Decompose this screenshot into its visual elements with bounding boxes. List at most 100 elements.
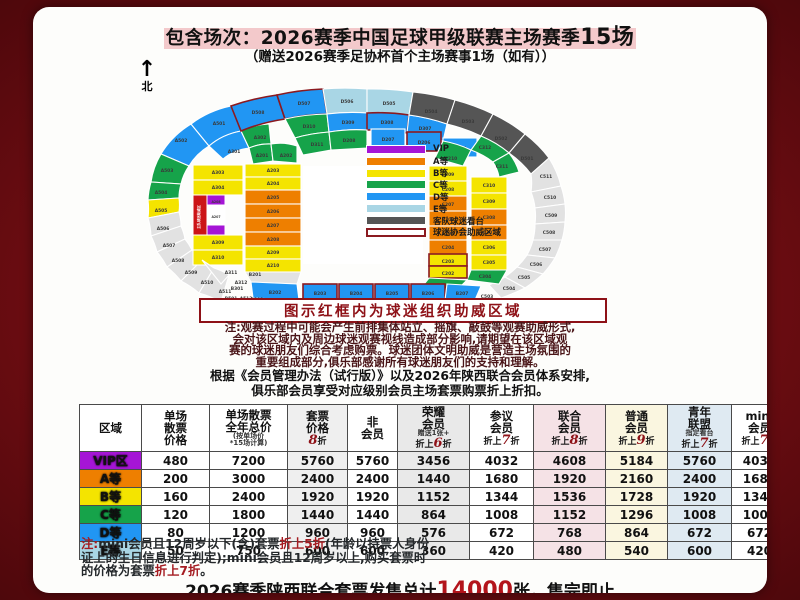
svg-text:B201: B201 [249,272,262,278]
cell-zone: D等 [79,523,142,542]
stadium-map[interactable]: A502 A501 A503 A504 A505 A506 A507 A508 … [41,59,759,302]
cell-package: 1920 [287,487,348,506]
viewing-note-line: 重要组成部分,俱乐部感谢所有球迷朋友们的支持和理解。 [255,354,545,369]
svg-text:C309: C309 [483,199,495,205]
svg-text:A312: A312 [235,280,248,286]
svg-text:D307: D307 [419,126,432,132]
cell-package: 2400 [287,469,348,488]
table-row[interactable]: VIP区 480 7200 5760 5760 3456 4032 4608 5184 5760 4… [79,451,767,470]
cell-senate: 1344 [469,487,534,506]
cell-glory: 3456 [397,451,470,470]
cell-nonmem: 5760 [347,451,398,470]
svg-text:C204: C204 [442,245,454,251]
cell-normal: 5184 [605,451,668,470]
svg-text:A504: A504 [155,190,168,196]
price-table[interactable]: 区域 单场 散票 价格 单场散票 全年总价 (按单场价 *15场计算) 套票 价格 8折 … [79,404,767,560]
svg-text:A201: A201 [256,153,269,159]
title-count: 15场 [580,25,635,50]
svg-text:A510: A510 [201,280,214,286]
svg-text:B202: B202 [269,290,282,296]
svg-text:A503: A503 [161,168,174,174]
cell-senate: 1680 [469,469,534,488]
col-union-discount: 折上8折 [551,432,588,448]
legend-swatch-c [366,180,426,190]
svg-text:C306: C306 [483,245,495,251]
svg-text:A208: A208 [211,200,221,204]
legend-item: D等 [366,192,546,203]
note-text: 。 [200,564,213,579]
svg-text:A303: A303 [212,170,225,176]
table-row[interactable]: A等 200 3000 2400 2400 1440 1680 1920 2160 2400 168… [79,469,767,488]
legend-item: E等 [366,203,546,215]
cell-package: 1440 [287,505,348,524]
svg-text:D310: D310 [303,124,316,130]
fanclub-zone-callout-text: 图示红框内为球迷组织助威区域 [284,304,522,320]
svg-text:C312: C312 [479,145,491,151]
legend-label: B等 [433,169,448,180]
cell-union: 4608 [533,451,606,470]
note-text: (年龄以持票人身份 [325,537,429,551]
col-normal-discount: 折上9折 [618,432,655,448]
legend-label: D等 [433,192,449,203]
legend-swatch-d [366,192,426,202]
svg-text:A207: A207 [211,215,220,219]
viewing-note-line: 会对该区域内及周边球迷观赛视线造成部分影响,请期望在该区域观 [232,331,568,346]
cell-package: 5760 [287,451,348,470]
cell-normal: 1728 [605,487,668,506]
cell-union: 1920 [533,469,606,488]
north-label: 北 [141,80,153,93]
cell-glory: 1440 [397,469,470,488]
table-row[interactable]: C等12018001440144086410081152129610081008 [79,505,767,524]
note-discount: 折上5折 [279,537,325,551]
title-prefix: 包含场次： [165,28,261,49]
svg-text:D505: D505 [383,101,396,107]
cell-normal: 1296 [605,505,668,524]
page-title: 包含场次：2026赛季中国足球甲级联赛主场赛季15场 [33,19,767,51]
stadium-map-svg[interactable]: A502 A501 A503 A504 A505 A506 A507 A508 … [41,62,759,302]
svg-text:C504: C504 [503,286,515,292]
cell-glory: 864 [397,505,470,524]
cell-zone: C等 [79,505,142,524]
cell-single: 50 [141,541,210,560]
fanclub-zone-callout: 图示红框内为球迷组织助威区域 [199,298,607,323]
svg-text:A205: A205 [267,195,280,201]
cell-mini: 1008 [731,505,767,524]
svg-text:A502: A502 [175,138,188,144]
svg-text:D508: D508 [252,110,265,116]
col-youth-league: 青年 联盟 指定看台 折上7折 [667,404,732,452]
viewing-note-line: 注:观赛过程中可能会产生前排集体站立、摇旗、敲鼓等观赛助威形式, [224,320,576,334]
cell-youth: 1008 [667,505,732,524]
cell-nonmem: 960 [347,523,398,542]
table-row[interactable]: E等50750600600360420480540600420 [79,541,767,560]
cell-senate: 672 [469,523,534,542]
cell-zone: B等 [79,487,142,506]
cell-nonmem: 1440 [347,505,398,524]
col-single-price: 单场 散票 价格 [141,404,210,452]
cell-yearly: 1200 [209,523,288,542]
table-header-row: 区域 单场 散票 价格 单场散票 全年总价 (按单场价 *15场计算) 套票 价格 8折 … [79,404,767,452]
legend-item: C等 [366,180,546,191]
legend-item: B等 [366,168,546,179]
svg-text:C509: C509 [545,213,557,219]
legend-item: 客队球迷看台 [366,215,546,227]
page-subtitle: （赠送2026赛季足协杯首个主场赛事1场（如有）） [244,49,556,65]
legend-item: VIP [366,144,546,155]
legend-swatch-fanclub [366,227,426,237]
svg-text:C203: C203 [442,259,454,265]
svg-text:A508: A508 [172,258,185,264]
table-row[interactable]: B等 160 2400 1920 1920 1152 1344 1536 1728 1920 134… [79,487,767,506]
legend-label: VIP [433,144,449,155]
svg-text:D506: D506 [341,99,354,105]
col-glory-discount: 折上6折 [415,436,452,452]
cell-senate: 420 [469,541,534,560]
legend-swatch-b [366,168,426,178]
svg-text:A202: A202 [280,153,293,159]
legend-label: E等 [433,204,448,215]
cell-single: 160 [141,487,210,506]
svg-text:C510: C510 [544,195,556,201]
col-year-total: 单场散票 全年总价 (按单场价 *15场计算) [209,404,288,452]
table-row[interactable]: D等801200960960576672768864672672 [79,523,767,542]
cell-youth: 600 [667,541,732,560]
legend-swatch-vip [366,144,426,154]
col-glory-sub: 赠送1张+ [417,428,450,437]
